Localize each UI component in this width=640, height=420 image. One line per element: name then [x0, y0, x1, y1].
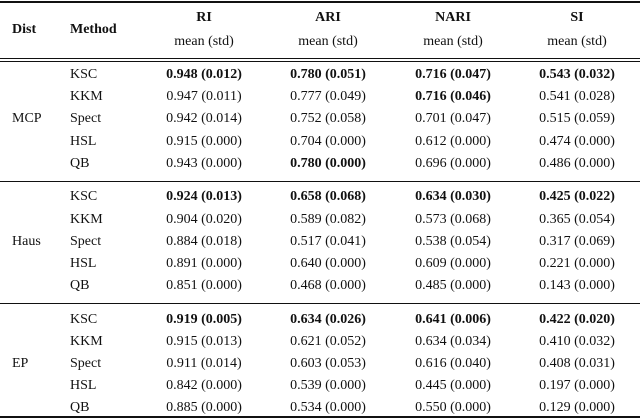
column-subheader: mean (std): [423, 34, 483, 49]
value-cell: 0.410 (0.032): [539, 333, 615, 349]
value-cell: 0.634 (0.030): [415, 189, 491, 205]
column-header: Dist: [12, 22, 37, 37]
value-cell: 0.885 (0.000): [166, 400, 242, 416]
value-cell: 0.143 (0.000): [539, 278, 615, 294]
value-cell: 0.924 (0.013): [166, 189, 242, 205]
method-cell: Spect: [70, 111, 102, 127]
value-cell: 0.915 (0.000): [166, 133, 242, 149]
value-cell: 0.696 (0.000): [415, 155, 491, 171]
value-cell: 0.884 (0.018): [166, 233, 242, 249]
value-cell: 0.943 (0.000): [166, 155, 242, 171]
value-cell: 0.915 (0.013): [166, 333, 242, 349]
column-header: SI: [570, 10, 584, 25]
value-cell: 0.851 (0.000): [166, 278, 242, 294]
method-cell: Spect: [70, 233, 102, 249]
value-cell: 0.541 (0.028): [539, 89, 615, 105]
value-cell: 0.197 (0.000): [539, 378, 615, 394]
value-cell: 0.550 (0.000): [415, 400, 491, 416]
value-cell: 0.365 (0.054): [539, 211, 615, 227]
value-cell: 0.317 (0.069): [539, 233, 615, 249]
value-cell: 0.904 (0.020): [166, 211, 242, 227]
value-cell: 0.752 (0.058): [290, 111, 366, 127]
value-cell: 0.919 (0.005): [166, 311, 242, 327]
method-cell: KKM: [70, 89, 103, 105]
value-cell: 0.573 (0.068): [415, 211, 491, 227]
value-cell: 0.780 (0.000): [290, 155, 366, 171]
value-cell: 0.634 (0.034): [415, 333, 491, 349]
value-cell: 0.621 (0.052): [290, 333, 366, 349]
method-cell: QB: [70, 400, 90, 416]
value-cell: 0.603 (0.053): [290, 356, 366, 371]
value-cell: 0.947 (0.011): [166, 89, 242, 105]
value-cell: 0.474 (0.000): [539, 133, 615, 149]
value-cell: 0.891 (0.000): [166, 255, 242, 271]
value-cell: 0.634 (0.026): [290, 311, 366, 327]
column-header: NARI: [435, 10, 471, 25]
value-cell: 0.777 (0.049): [290, 89, 366, 105]
header-rule: [0, 61, 640, 62]
method-cell: QB: [70, 155, 90, 171]
group-label: Haus: [12, 233, 41, 249]
group-label: MCP: [12, 111, 42, 127]
value-cell: 0.543 (0.032): [539, 67, 615, 82]
value-cell: 0.425 (0.022): [539, 189, 615, 205]
method-cell: Spect: [70, 356, 102, 371]
value-cell: 0.911 (0.014): [166, 356, 242, 371]
column-subheader: mean (std): [298, 34, 358, 49]
value-cell: 0.468 (0.000): [290, 278, 366, 294]
value-cell: 0.701 (0.047): [415, 111, 491, 127]
bottom-rule: [0, 416, 640, 418]
header-rule: [0, 58, 640, 59]
column-header: ARI: [315, 10, 341, 25]
method-cell: KSC: [70, 311, 98, 327]
value-cell: 0.716 (0.046): [415, 89, 491, 105]
method-cell: KKM: [70, 211, 103, 227]
value-cell: 0.704 (0.000): [290, 133, 366, 149]
value-cell: 0.534 (0.000): [290, 400, 366, 416]
value-cell: 0.609 (0.000): [415, 255, 491, 271]
value-cell: 0.589 (0.082): [290, 211, 366, 227]
value-cell: 0.486 (0.000): [539, 155, 615, 171]
column-header: RI: [196, 10, 212, 25]
method-cell: KSC: [70, 67, 98, 82]
value-cell: 0.640 (0.000): [290, 255, 366, 271]
value-cell: 0.612 (0.000): [415, 133, 491, 149]
value-cell: 0.716 (0.047): [415, 67, 491, 82]
value-cell: 0.485 (0.000): [415, 278, 491, 294]
value-cell: 0.539 (0.000): [290, 378, 366, 394]
value-cell: 0.538 (0.054): [415, 233, 491, 249]
column-header: Method: [70, 22, 117, 37]
value-cell: 0.658 (0.068): [290, 189, 366, 205]
method-cell: QB: [70, 278, 90, 294]
value-cell: 0.780 (0.051): [290, 67, 366, 82]
method-cell: KSC: [70, 189, 98, 205]
value-cell: 0.517 (0.041): [290, 233, 366, 249]
value-cell: 0.515 (0.059): [539, 111, 615, 127]
value-cell: 0.221 (0.000): [539, 255, 615, 271]
value-cell: 0.641 (0.006): [415, 311, 491, 327]
top-rule: [0, 1, 640, 3]
column-subheader: mean (std): [547, 34, 607, 49]
value-cell: 0.842 (0.000): [166, 378, 242, 394]
method-cell: HSL: [70, 378, 97, 394]
value-cell: 0.616 (0.040): [415, 356, 491, 371]
value-cell: 0.422 (0.020): [539, 311, 615, 327]
group-label: EP: [12, 356, 29, 371]
value-cell: 0.408 (0.031): [539, 356, 615, 371]
method-cell: HSL: [70, 255, 97, 271]
group-rule: [0, 303, 640, 305]
value-cell: 0.942 (0.014): [166, 111, 242, 127]
value-cell: 0.948 (0.012): [166, 67, 242, 82]
column-subheader: mean (std): [174, 34, 234, 49]
value-cell: 0.129 (0.000): [539, 400, 615, 416]
group-rule: [0, 180, 640, 182]
value-cell: 0.445 (0.000): [415, 378, 491, 394]
method-cell: KKM: [70, 333, 103, 349]
method-cell: HSL: [70, 133, 97, 149]
